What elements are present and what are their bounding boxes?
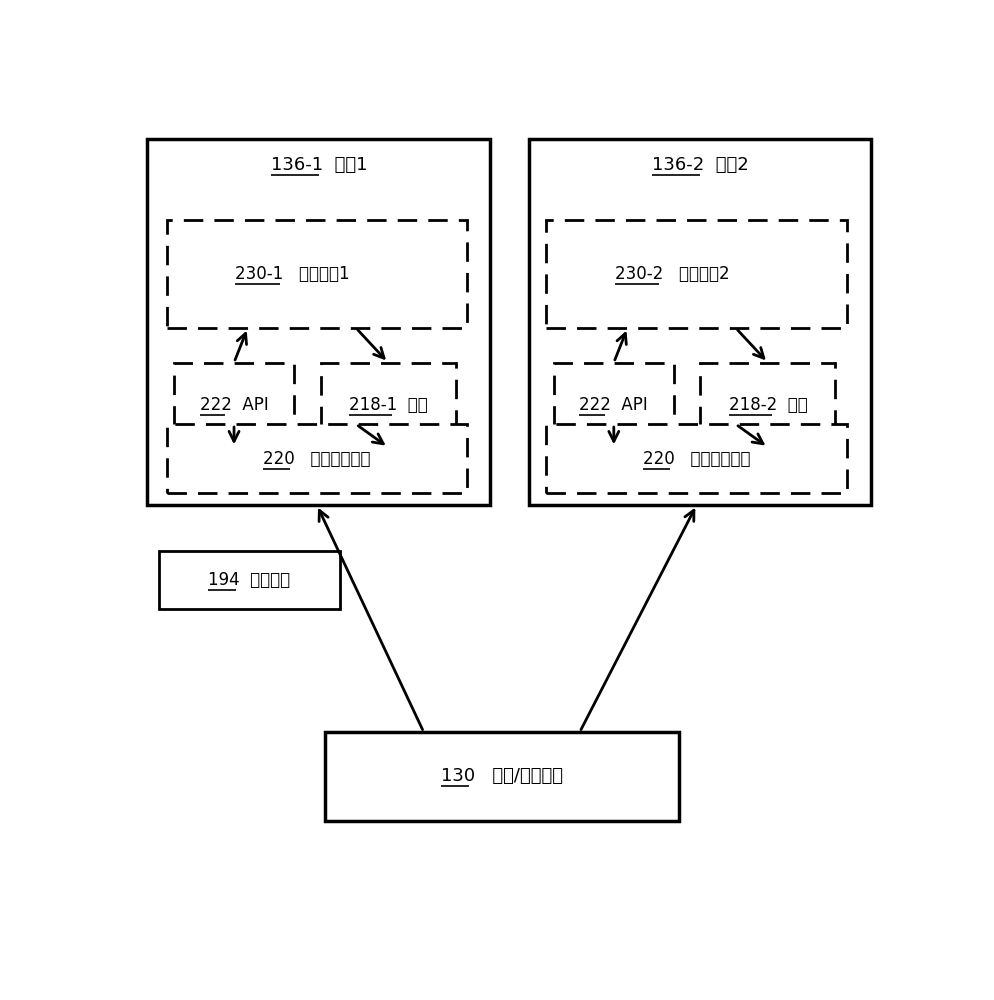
Bar xyxy=(167,220,467,328)
Text: 222  API: 222 API xyxy=(580,396,648,414)
Text: 218-2  队列: 218-2 队列 xyxy=(729,396,807,414)
Text: 220   触摸处理模块: 220 触摸处理模块 xyxy=(263,450,371,468)
Bar xyxy=(554,363,674,447)
Text: 136-1  应用1: 136-1 应用1 xyxy=(270,156,367,174)
Bar xyxy=(529,139,872,505)
Text: 230-2   应用核心2: 230-2 应用核心2 xyxy=(615,265,730,283)
Bar xyxy=(159,551,340,609)
Text: 218-1  队列: 218-1 队列 xyxy=(349,396,427,414)
Bar xyxy=(325,732,679,821)
Text: 222  API: 222 API xyxy=(200,396,268,414)
Text: 230-1   应用核心1: 230-1 应用核心1 xyxy=(236,265,350,283)
Bar xyxy=(547,424,847,493)
Bar xyxy=(547,220,847,328)
Bar xyxy=(321,363,455,447)
Text: 194  事件对象: 194 事件对象 xyxy=(209,571,290,589)
Bar xyxy=(174,363,294,447)
Text: 130   接触/运动模块: 130 接触/运动模块 xyxy=(440,767,563,785)
Bar xyxy=(167,424,467,493)
Text: 220   触摸处理模块: 220 触摸处理模块 xyxy=(643,450,750,468)
Bar xyxy=(701,363,835,447)
Bar xyxy=(147,139,490,505)
Text: 136-2  应用2: 136-2 应用2 xyxy=(652,156,748,174)
